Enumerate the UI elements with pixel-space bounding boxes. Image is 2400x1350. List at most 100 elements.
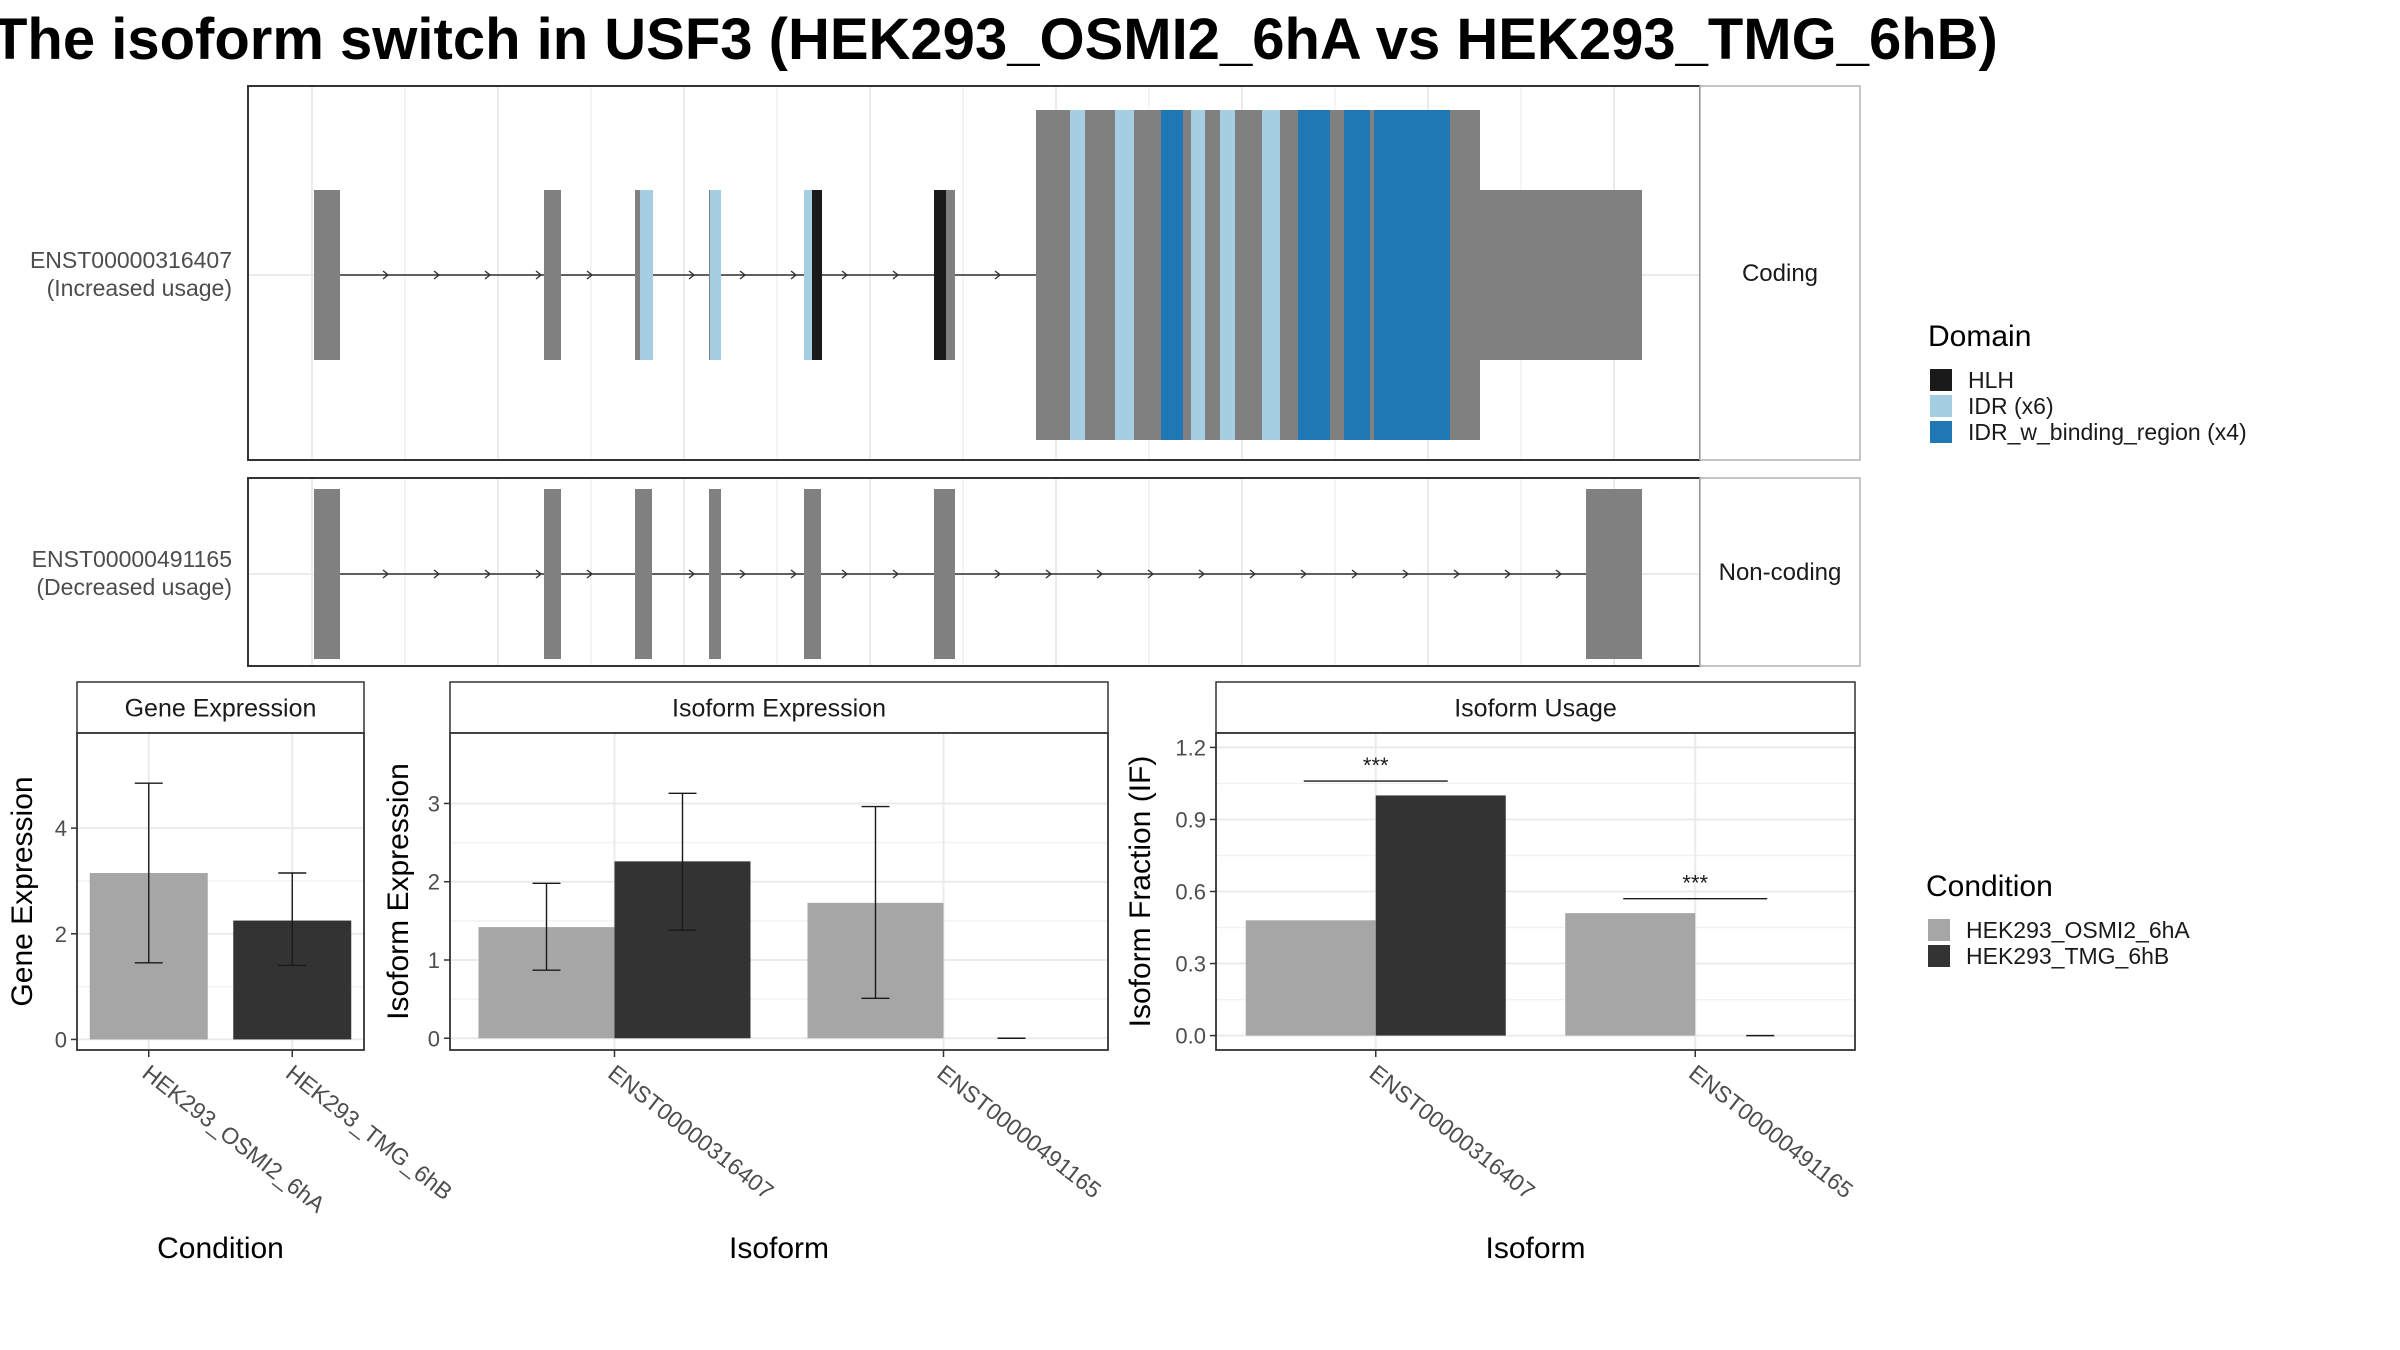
intron-arrow [841, 569, 849, 579]
y-tick-label: 4 [55, 816, 67, 841]
exon [709, 489, 721, 659]
intron-arrow [1147, 569, 1155, 579]
intron-arrow [994, 569, 1002, 579]
intron-arrow [484, 569, 492, 579]
legend-label-idr: IDR (x6) [1968, 393, 2054, 419]
isoform-sublabel-decreased: (Decreased usage) [36, 574, 232, 600]
panel-strip [1215, 681, 1856, 734]
intron-arrow [1198, 569, 1206, 579]
domain-idr-w-binding-region [1298, 110, 1330, 440]
intron-arrow [790, 569, 798, 579]
exon [544, 489, 561, 659]
intron-arrow [484, 270, 492, 280]
intron-arrow [586, 270, 594, 280]
domain-idr [1191, 110, 1205, 440]
significance-label: *** [1363, 753, 1389, 778]
domain-idr [1220, 110, 1235, 440]
exon [1586, 489, 1642, 659]
y-axis-title: Gene Expression [6, 776, 39, 1006]
intron-arrow [433, 569, 441, 579]
intron-arrow [382, 569, 390, 579]
intron-arrow [433, 270, 441, 280]
bar-enst00000316407-hek293-osmi2-6ha [1245, 920, 1376, 1036]
exon [804, 489, 821, 659]
legend-key-hek293-osmi2-6ha [1928, 919, 1950, 941]
isoform-expression-chart: Isoform Expression 0 1 2 3 ENST00000316407 ENS… [382, 681, 1109, 1265]
y-tick-label: 1.2 [1175, 735, 1206, 760]
intron-arrow [586, 569, 594, 579]
intron-arrow [1300, 569, 1308, 579]
panel-strip [449, 681, 1109, 734]
y-tick-label: 2 [55, 922, 67, 947]
domain-legend-title: Domain [1928, 320, 2031, 353]
isoform-label-enst00000316407: ENST00000316407 [30, 247, 232, 273]
intron-arrow [790, 270, 798, 280]
intron-arrow [1402, 569, 1410, 579]
panel-border [449, 732, 1109, 1051]
y-tick-label: 0.3 [1175, 952, 1206, 977]
exon [314, 190, 340, 360]
y-tick-label: 0 [428, 1026, 440, 1051]
y-tick-label: 1 [428, 948, 440, 973]
intron-arrow [739, 270, 747, 280]
panel-title: Gene Expression [125, 695, 317, 723]
panel-title: Isoform Expression [672, 695, 886, 723]
strip-label-coding: Coding [1742, 260, 1818, 287]
domain-idr [640, 190, 644, 360]
exon [314, 489, 340, 659]
y-tick-label: 2 [428, 870, 440, 895]
legend-key-idr [1930, 395, 1952, 417]
panel-title: Isoform Usage [1454, 695, 1617, 723]
legend-label-hek293-tmg-6hb: HEK293_TMG_6hB [1966, 943, 2169, 969]
isoform-usage-chart: Isoform Usage 0.0 0.3 0.6 0.9 1.2 *** *** ENST00… [1124, 681, 1858, 1265]
y-tick-label: 3 [428, 791, 440, 816]
intron-arrow [1453, 569, 1461, 579]
y-tick-label: 0.9 [1175, 807, 1206, 832]
domain-idr [804, 190, 812, 360]
strip-label-noncoding: Non-coding [1719, 559, 1842, 586]
condition-legend-title: Condition [1926, 870, 2053, 903]
bar-enst00000491165-hek293-osmi2-6ha [1565, 913, 1696, 1036]
x-tick-label: ENST00000316407 [1365, 1059, 1540, 1204]
exon-utr [1480, 190, 1642, 360]
intron-arrow [892, 569, 900, 579]
domain-idr [710, 190, 721, 360]
legend-key-hlh [1930, 369, 1952, 391]
intron-arrow [739, 569, 747, 579]
strip-noncoding [1699, 477, 1861, 667]
bar-enst00000316407-hek293-tmg-6hb [1375, 795, 1506, 1036]
y-tick-label: 0 [55, 1027, 67, 1052]
exon [934, 489, 955, 659]
intron-arrow [1555, 569, 1563, 579]
significance-label: *** [1682, 871, 1708, 896]
domain-hlh [934, 190, 946, 360]
x-axis-title: Condition [157, 1232, 284, 1265]
intron-arrow [1351, 569, 1359, 579]
intron-arrow [1045, 569, 1053, 579]
legend-label-hek293-osmi2-6ha: HEK293_OSMI2_6hA [1966, 917, 2190, 943]
intron-arrow [382, 270, 390, 280]
legend-key-hek293-tmg-6hb [1928, 945, 1950, 967]
figure-title: The isoform switch in USF3 (HEK293_OSMI2… [0, 7, 1998, 72]
isoform-structure-panel-noncoding: Non-coding ENST00000491165 (Decreased us… [32, 477, 1861, 667]
exon [635, 489, 652, 659]
x-tick-label: ENST00000491165 [932, 1059, 1106, 1203]
domain-idr [1070, 110, 1085, 440]
intron-arrow [1504, 569, 1512, 579]
intron-arrow [1249, 569, 1257, 579]
domain-idr-w-binding-region [1161, 110, 1183, 440]
isoform-panel-border [247, 477, 1701, 667]
x-axis-title: Isoform [729, 1232, 829, 1265]
intron-arrow [535, 569, 543, 579]
y-tick-label: 0.0 [1175, 1024, 1206, 1049]
domain-idr [1115, 110, 1134, 440]
transcript-structure-enst00000316407 [314, 110, 1642, 440]
x-axis-title: Isoform [1485, 1232, 1585, 1265]
intron-arrow [994, 270, 1002, 280]
domain-idr [644, 190, 653, 360]
y-axis-title: Isoform Expression [382, 763, 415, 1020]
intron-arrow [841, 270, 849, 280]
